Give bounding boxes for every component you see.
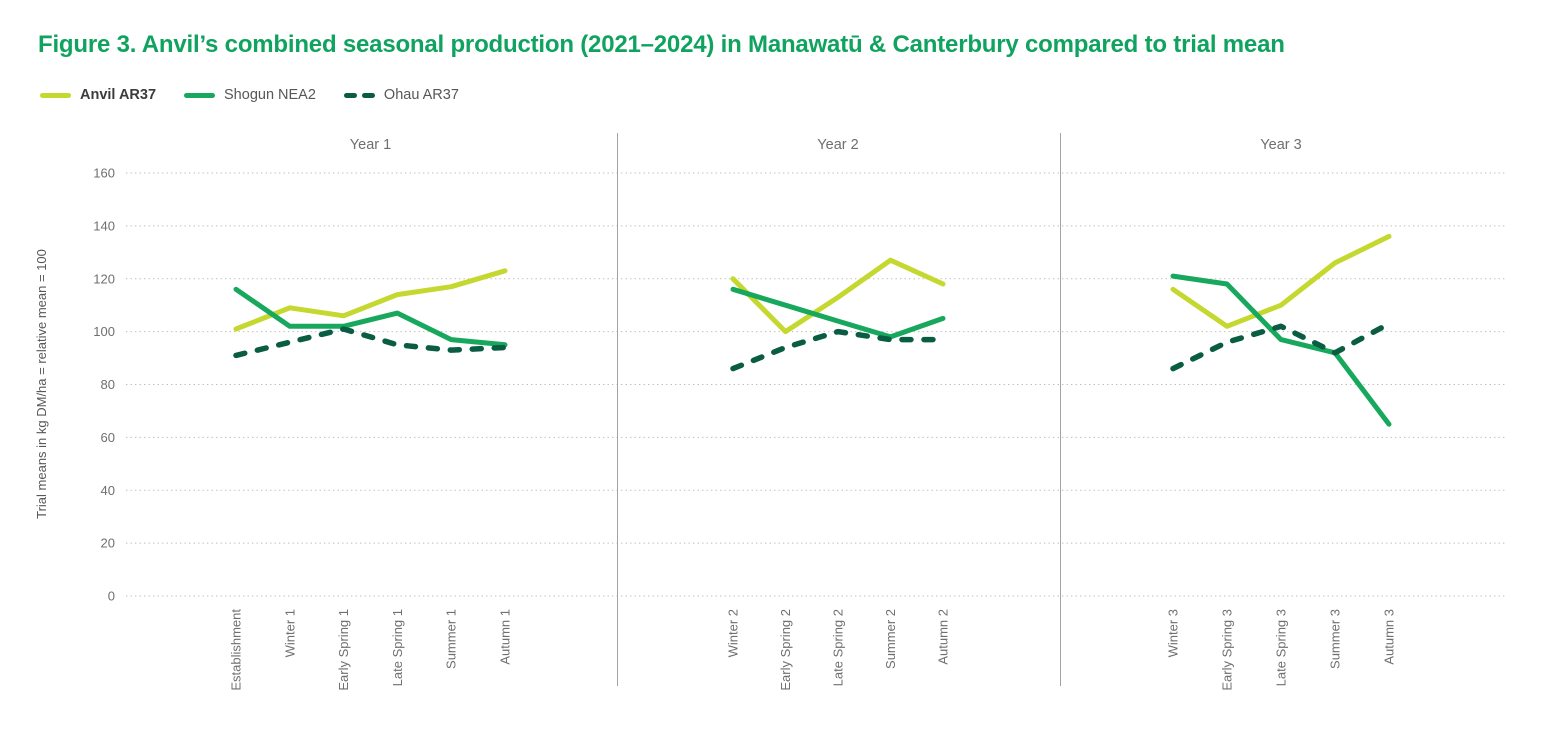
legend-item-anvil: Anvil AR37 <box>40 87 156 103</box>
x-tick-label: Late Spring 3 <box>1274 609 1289 686</box>
line-anvil-year3 <box>1170 233 1392 329</box>
panel-title: Year 2 <box>817 137 858 153</box>
line-shogun-year1 <box>233 286 508 348</box>
legend-item-shogun: Shogun NEA2 <box>184 87 316 103</box>
legend: Anvil AR37 Shogun NEA2 Ohau AR37 <box>40 87 459 103</box>
legend-dash-icon <box>343 92 357 98</box>
y-tick-label: 120 <box>93 271 115 286</box>
x-tick-label: Early Spring 1 <box>336 609 351 691</box>
x-tick-label: Early Spring 2 <box>778 609 793 691</box>
legend-swatch-ohau <box>343 92 375 98</box>
line-anvil-year1 <box>233 268 508 332</box>
x-tick-label: Autumn 1 <box>498 609 513 665</box>
panel-title: Year 3 <box>1260 137 1301 153</box>
line-shogun-year2 <box>730 286 946 340</box>
y-tick-label: 160 <box>93 166 115 181</box>
legend-label-anvil: Anvil AR37 <box>80 87 157 103</box>
legend-label-shogun: Shogun NEA2 <box>224 87 316 103</box>
line-ohau-year1 <box>233 326 508 359</box>
panel-title: Year 1 <box>350 137 391 153</box>
line-ohau-year3 <box>1170 320 1392 372</box>
y-tick-label: 100 <box>93 324 115 339</box>
x-tick-label: Late Spring 2 <box>831 609 846 686</box>
x-tick-label: Winter 2 <box>726 609 741 657</box>
x-tick-label: Summer 2 <box>883 609 898 669</box>
line-anvil-year2 <box>730 257 946 335</box>
x-tick-label: Summer 3 <box>1328 609 1343 669</box>
line-ohau-year2 <box>730 328 946 372</box>
y-tick-label: 80 <box>101 377 115 392</box>
line-shogun-year3 <box>1170 273 1392 427</box>
legend-label-ohau: Ohau AR37 <box>383 87 459 103</box>
legend-swatch-anvil <box>40 92 71 98</box>
x-tick-label: Autumn 2 <box>936 609 951 665</box>
y-tick-label: 20 <box>101 536 115 551</box>
legend-swatch-shogun <box>184 92 216 98</box>
x-tick-label: Summer 1 <box>444 609 459 669</box>
x-tick-label: Late Spring 1 <box>390 609 405 686</box>
figure-title: Figure 3. Anvil’s combined seasonal prod… <box>38 31 1285 58</box>
x-tick-label: Winter 1 <box>282 609 297 657</box>
x-tick-label: Autumn 3 <box>1382 609 1397 665</box>
legend-dash-icon <box>361 92 375 98</box>
x-tick-label: Winter 3 <box>1166 609 1181 657</box>
x-tick-label: Early Spring 3 <box>1220 609 1235 691</box>
y-tick-label: 140 <box>93 218 115 233</box>
y-tick-label: 60 <box>101 430 115 445</box>
y-tick-label: 0 <box>108 589 115 604</box>
y-axis-title: Trial means in kg DM/ha = relative mean … <box>34 249 49 519</box>
x-tick-label: Establishment <box>229 609 244 691</box>
legend-item-ohau: Ohau AR37 <box>343 87 459 103</box>
y-tick-label: 40 <box>101 483 115 498</box>
